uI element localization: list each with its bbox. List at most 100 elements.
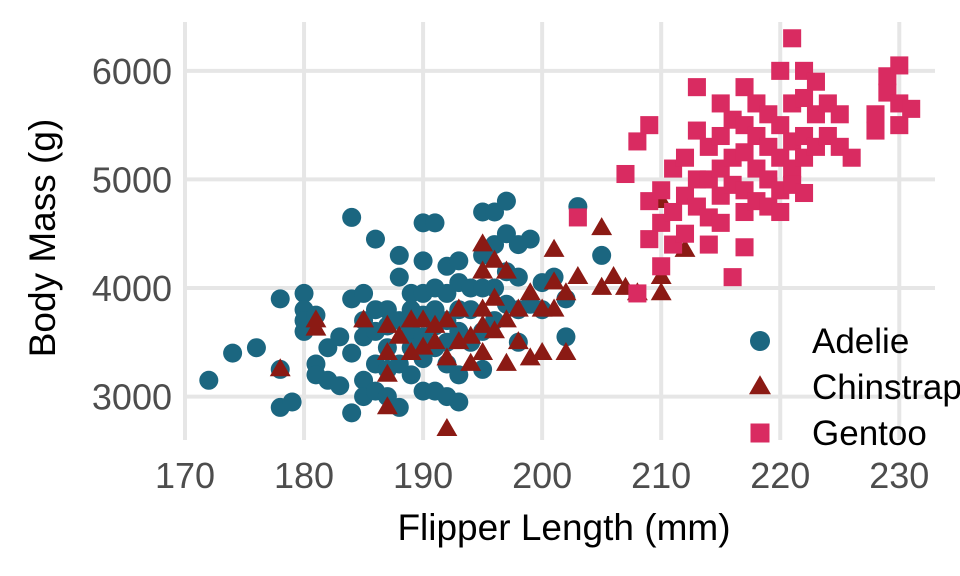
- axes: 170 180 190 200 210 220 230 3000 4000 5000 6000: [92, 51, 929, 496]
- data-point-chinstrap: [400, 341, 422, 361]
- data-point-adelie: [449, 251, 469, 271]
- data-point-chinstrap: [472, 233, 494, 252]
- data-point-gentoo: [735, 143, 754, 162]
- data-point-gentoo: [568, 208, 587, 227]
- x-tick-label: 230: [869, 455, 929, 496]
- x-tick-label: 210: [631, 455, 691, 496]
- data-point-gentoo: [687, 121, 706, 140]
- data-point-chinstrap: [436, 309, 458, 328]
- data-point-gentoo: [735, 78, 754, 97]
- data-point-chinstrap: [507, 298, 529, 317]
- data-point-chinstrap: [472, 298, 494, 317]
- data-point-adelie: [330, 376, 350, 396]
- data-point-gentoo: [866, 105, 885, 124]
- data-point-adelie: [330, 327, 350, 347]
- data-point-adelie: [389, 245, 409, 265]
- data-point-gentoo: [771, 202, 790, 222]
- x-tick-label: 170: [155, 455, 215, 496]
- data-point-gentoo: [640, 230, 659, 249]
- data-point-adelie: [556, 327, 576, 347]
- data-point-chinstrap: [388, 325, 410, 344]
- data-point-chinstrap: [412, 309, 434, 328]
- data-point-gentoo: [675, 148, 695, 167]
- x-tick-label: 200: [512, 455, 572, 496]
- data-point-gentoo: [735, 238, 754, 257]
- data-point-gentoo: [795, 183, 814, 203]
- data-point-adelie: [342, 207, 362, 227]
- data-point-chinstrap: [376, 314, 398, 333]
- data-point-chinstrap: [567, 265, 589, 285]
- data-point-gentoo: [640, 116, 659, 135]
- data-point-adelie: [270, 289, 290, 309]
- data-point-adelie: [473, 359, 493, 379]
- data-point-gentoo: [664, 202, 683, 222]
- data-point-adelie: [508, 267, 528, 287]
- y-tick-label: 4000: [92, 268, 172, 309]
- data-point-chinstrap: [603, 265, 625, 285]
- data-point-chinstrap: [555, 341, 577, 361]
- y-tick-label: 6000: [92, 51, 172, 92]
- data-point-adelie: [413, 251, 433, 271]
- y-tick-label: 3000: [92, 377, 172, 418]
- data-point-gentoo: [866, 121, 885, 140]
- data-point-adelie: [354, 283, 374, 303]
- data-point-gentoo: [842, 148, 861, 167]
- data-point-chinstrap: [495, 352, 517, 371]
- data-point-chinstrap: [484, 320, 505, 339]
- data-point-chinstrap: [543, 238, 565, 257]
- series-adelie: [199, 191, 612, 423]
- data-point-chinstrap: [650, 282, 672, 301]
- data-point-chinstrap: [424, 331, 446, 350]
- legend-key-adelie: [750, 331, 770, 351]
- data-point-gentoo: [628, 284, 647, 303]
- data-point-gentoo: [616, 164, 635, 184]
- legend: Adelie Chinstrap Gentoo: [749, 322, 960, 453]
- x-tick-label: 190: [393, 455, 453, 496]
- data-point-chinstrap: [519, 347, 541, 366]
- series-gentoo: [568, 29, 921, 303]
- data-point-chinstrap: [436, 347, 458, 366]
- data-point-gentoo: [723, 268, 742, 287]
- legend-label-chinstrap: Chinstrap: [812, 368, 960, 407]
- data-point-adelie: [294, 283, 314, 303]
- data-point-adelie: [246, 338, 266, 358]
- data-point-gentoo: [652, 257, 671, 276]
- data-point-adelie: [282, 392, 302, 412]
- data-point-chinstrap: [555, 282, 577, 301]
- data-points: [199, 29, 921, 437]
- series-chinstrap: [269, 189, 696, 437]
- data-point-gentoo: [806, 72, 825, 91]
- legend-key-gentoo: [750, 423, 770, 443]
- data-point-chinstrap: [269, 358, 291, 377]
- data-point-gentoo: [771, 116, 790, 135]
- data-point-chinstrap: [448, 298, 470, 317]
- data-point-gentoo: [687, 78, 706, 97]
- data-point-gentoo: [890, 56, 909, 75]
- data-point-gentoo: [795, 88, 814, 108]
- data-point-adelie: [223, 343, 243, 363]
- data-point-gentoo: [699, 235, 718, 254]
- data-point-adelie: [365, 229, 385, 249]
- y-tick-label: 5000: [92, 159, 172, 200]
- data-point-chinstrap: [484, 287, 505, 306]
- data-point-chinstrap: [543, 298, 565, 317]
- data-point-chinstrap: [531, 341, 553, 361]
- y-axis-title: Body Mass (g): [22, 119, 63, 358]
- data-point-chinstrap: [376, 396, 398, 415]
- data-point-chinstrap: [591, 217, 613, 236]
- data-point-chinstrap: [495, 309, 517, 328]
- data-point-gentoo: [771, 61, 790, 80]
- data-point-adelie: [389, 267, 409, 287]
- data-point-chinstrap: [376, 363, 398, 382]
- data-point-adelie: [199, 370, 219, 390]
- data-point-chinstrap: [376, 341, 398, 361]
- data-point-gentoo: [711, 213, 730, 232]
- x-tick-label: 180: [274, 455, 334, 496]
- data-point-chinstrap: [484, 249, 505, 268]
- data-point-gentoo: [628, 132, 647, 151]
- x-tick-label: 220: [750, 455, 810, 496]
- data-point-chinstrap: [472, 314, 494, 333]
- data-point-chinstrap: [436, 417, 458, 437]
- data-point-adelie: [520, 229, 540, 249]
